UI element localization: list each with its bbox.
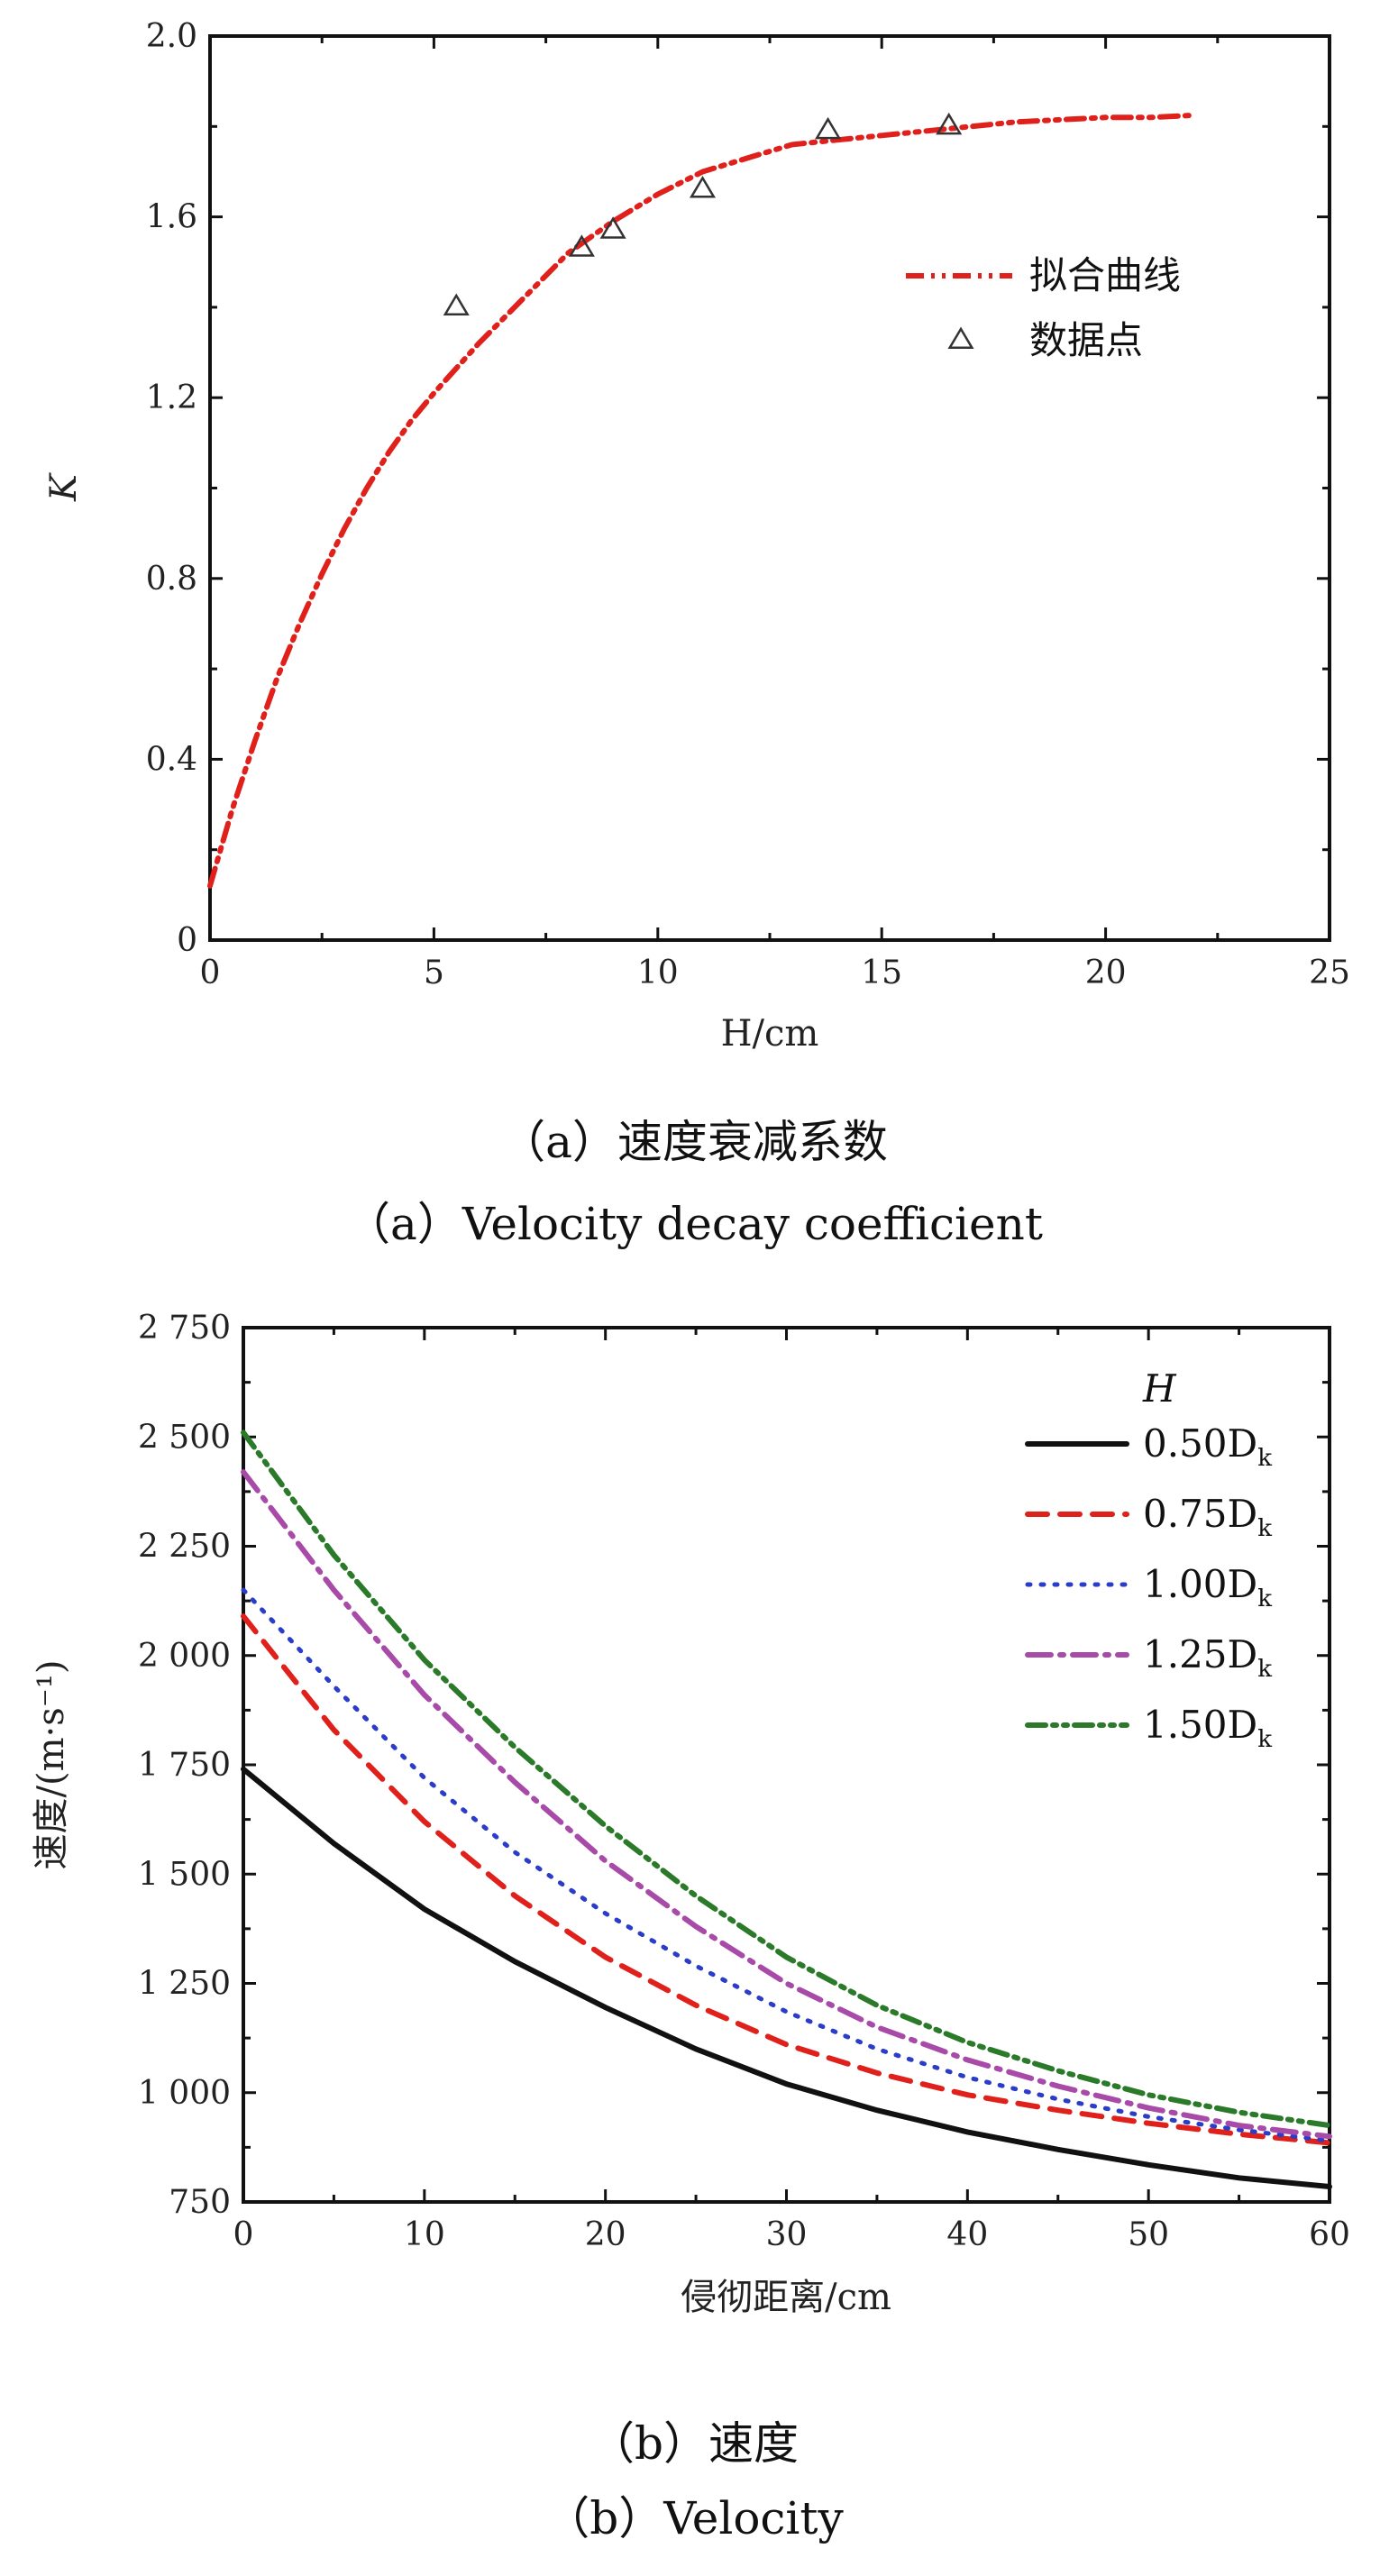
chart-b-legend-label: 0.50Dk <box>1143 1421 1272 1472</box>
chart-b-series <box>241 1430 1332 2189</box>
chart-b-legend-label: 0.75Dk <box>1143 1492 1272 1542</box>
chart-b-legend-title: H <box>1142 1366 1177 1411</box>
chart-a-legend-label: 拟合曲线 <box>1029 253 1181 297</box>
chart-a-series <box>207 112 1198 889</box>
chart-b-caption-en: （b）Velocity <box>544 2492 844 2544</box>
chart-b-y-tick-label: 2 000 <box>138 1638 231 1675</box>
chart-a-ticks: 0 5 10 15 20 25 0 0.4 0.8 1.2 1.6 2.0 <box>146 18 1350 991</box>
chart-b-series-line <box>241 1430 1332 2129</box>
chart-b-y-tick-label: 1 250 <box>138 1966 231 2003</box>
chart-a-series-line <box>207 112 1198 889</box>
chart-b-y-tick-label: 750 <box>169 2184 231 2221</box>
chart-a-y-tick-label: 1.2 <box>146 379 197 416</box>
chart-b-legend: H 0.50Dk 0.75Dk 1.00Dk 1.25Dk 1.50Dk <box>1025 1366 1272 1753</box>
chart-a-frame <box>208 34 1331 942</box>
chart-a-x-tick-label: 25 <box>1309 955 1350 991</box>
chart-a-x-tick-label: 10 <box>637 955 679 991</box>
chart-a-legend-label: 数据点 <box>1029 318 1143 362</box>
chart-b-series-line <box>241 1613 1332 2146</box>
chart-b-x-tick-label: 0 <box>233 2216 254 2253</box>
chart-a-data-point <box>815 116 842 140</box>
chart-a-x-tick-label: 20 <box>1085 955 1127 991</box>
chart-a-caption-cn: （a）速度衰减系数 <box>500 1116 888 1168</box>
chart-b-series-line <box>241 1587 1332 2143</box>
chart-a-y-tick-label: 0 <box>177 922 197 959</box>
chart-a-y-tick-label: 0.8 <box>146 561 197 598</box>
chart-a-x-tick-label: 5 <box>424 955 444 991</box>
chart-b-x-tick-label: 60 <box>1309 2216 1350 2253</box>
chart-b-legend-label: 1.00Dk <box>1143 1562 1272 1612</box>
chart-a-data-point <box>599 216 626 239</box>
chart-b-y-tick-label: 1 750 <box>138 1747 231 1784</box>
chart-b-x-tick-label: 10 <box>404 2216 445 2253</box>
chart-b-y-axis-label: 速度/(m·s⁻¹) <box>31 1659 72 1869</box>
chart-b-caption-cn: （b）速度 <box>589 2417 799 2470</box>
chart-b-y-tick-label: 2 500 <box>138 1419 231 1456</box>
chart-b-series-line <box>241 1766 1332 2189</box>
chart-a-legend-marker <box>947 326 974 350</box>
chart-a-data-point <box>936 112 963 135</box>
chart-a-y-axis-label: K <box>43 472 85 502</box>
chart-a-x-axis-label: H/cm <box>721 1013 819 1055</box>
chart-a-data-point <box>689 176 717 198</box>
chart-a-data-point <box>568 234 595 257</box>
chart-b: 0 10 20 30 40 50 60 750 1 000 1 250 1 500 1 750 2 00… <box>31 1310 1350 2544</box>
chart-b-y-tick-label: 1 000 <box>138 2075 231 2112</box>
chart-a-x-tick-label: 0 <box>200 955 221 991</box>
chart-b-x-tick-label: 40 <box>946 2216 988 2253</box>
chart-b-y-tick-label: 2 750 <box>138 1310 231 1347</box>
chart-b-x-tick-label: 50 <box>1128 2216 1169 2253</box>
chart-b-x-tick-label: 20 <box>585 2216 626 2253</box>
chart-a-data-point <box>443 293 470 315</box>
chart-a: 0 5 10 15 20 25 0 0.4 0.8 1.2 1.6 2.0 H/cm K 拟合曲线数据… <box>43 18 1350 1250</box>
chart-b-ticks: 0 10 20 30 40 50 60 750 1 000 1 250 1 500 1 750 2 00… <box>138 1310 1350 2253</box>
chart-b-y-tick-label: 2 250 <box>138 1529 231 1566</box>
chart-b-x-axis-label: 侵彻距离/cm <box>681 2277 891 2318</box>
chart-b-x-tick-label: 30 <box>766 2216 808 2253</box>
chart-a-y-tick-label: 2.0 <box>146 18 197 55</box>
chart-b-y-tick-label: 1 500 <box>138 1856 231 1893</box>
chart-a-y-tick-label: 0.4 <box>146 741 197 778</box>
chart-b-legend-label: 1.25Dk <box>1143 1632 1272 1683</box>
chart-a-caption-en: （a）Velocity decay coefficient <box>345 1198 1043 1250</box>
chart-b-series-line <box>241 1469 1332 2140</box>
chart-a-y-tick-label: 1.6 <box>146 199 197 236</box>
chart-a-x-tick-label: 15 <box>861 955 902 991</box>
chart-b-legend-label: 1.50Dk <box>1143 1703 1272 1753</box>
